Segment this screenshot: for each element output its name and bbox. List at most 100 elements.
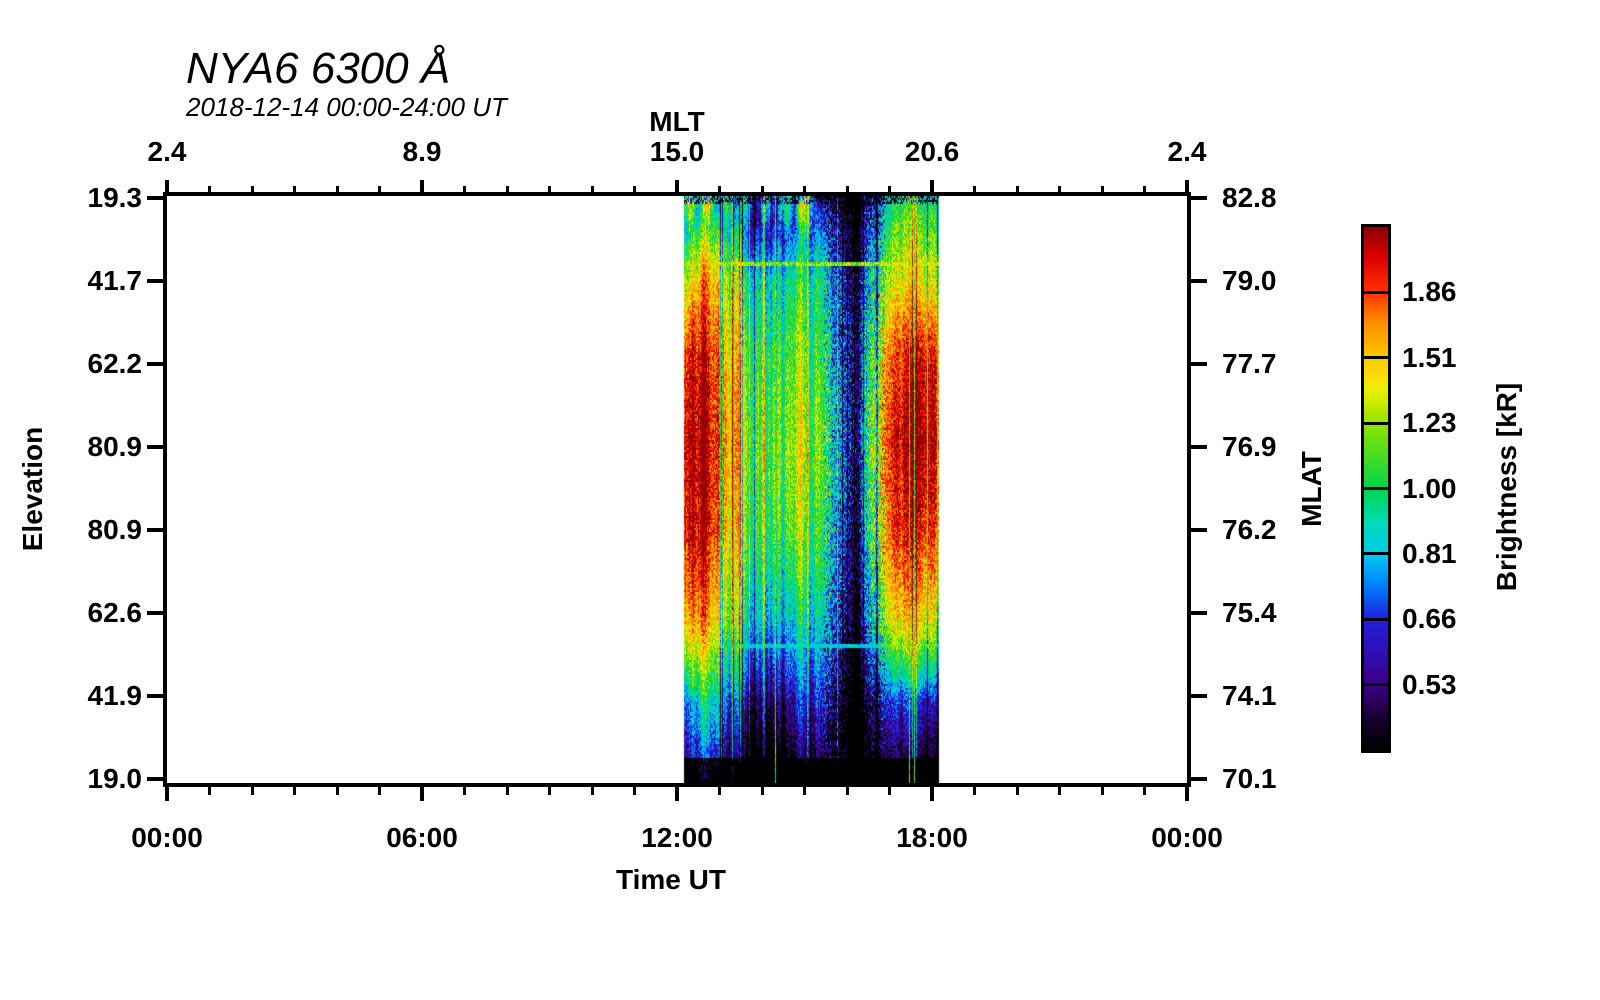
top-axis-minor-tick xyxy=(505,186,509,194)
bottom-axis-minor-tick xyxy=(463,785,466,795)
bottom-axis-major-tick xyxy=(420,785,424,801)
left-axis-tick xyxy=(147,362,165,366)
colorbar-tick-label: 1.00 xyxy=(1402,472,1457,504)
top-axis-minor-tick xyxy=(208,186,211,194)
bottom-axis-tick-label: 00:00 xyxy=(131,822,203,853)
left-axis-tick-label: 19.0 xyxy=(87,763,143,794)
bottom-axis-minor-tick xyxy=(803,785,806,795)
bottom-axis-minor-tick xyxy=(335,785,339,795)
bottom-axis-major-tick xyxy=(675,785,679,801)
bottom-axis-minor-tick xyxy=(1100,785,1104,795)
right-axis-tick xyxy=(1189,279,1207,283)
top-axis-major-tick xyxy=(930,180,934,194)
colorbar-divider xyxy=(1364,552,1388,556)
top-axis-minor-tick xyxy=(293,186,296,194)
top-axis-minor-tick xyxy=(463,186,466,194)
top-axis-minor-tick xyxy=(803,186,806,194)
right-axis-tick-label: 74.1 xyxy=(1222,680,1277,711)
bottom-axis-major-tick xyxy=(165,785,169,801)
top-axis-minor-tick xyxy=(1058,186,1061,194)
bottom-axis-minor-tick xyxy=(548,785,551,795)
right-axis-tick xyxy=(1189,196,1207,200)
left-axis-tick xyxy=(147,279,165,283)
top-axis-minor-tick xyxy=(378,186,381,194)
bottom-axis-minor-tick xyxy=(1015,785,1019,795)
top-axis-minor-tick xyxy=(1143,186,1146,194)
right-axis-tick-label: 77.7 xyxy=(1222,348,1277,379)
bottom-axis-major-tick xyxy=(1185,785,1189,801)
left-axis-tick-label: 41.9 xyxy=(87,680,143,711)
top-axis-minor-tick xyxy=(548,186,551,194)
bottom-axis-minor-tick xyxy=(590,785,594,795)
bottom-axis-minor-tick xyxy=(633,785,636,795)
top-axis-minor-tick xyxy=(888,186,891,194)
left-axis-tick xyxy=(147,196,165,200)
right-axis-tick-label: 75.4 xyxy=(1222,597,1277,628)
right-axis-tick-label: 76.2 xyxy=(1222,514,1277,545)
left-axis-tick xyxy=(147,611,165,615)
colorbar-divider xyxy=(1364,290,1388,294)
top-axis-tick-label: 8.9 xyxy=(402,136,442,167)
colorbar-tick-label: 1.23 xyxy=(1402,407,1457,439)
bottom-axis-tick-label: 12:00 xyxy=(641,822,713,853)
left-axis-tick-label: 62.6 xyxy=(87,597,143,628)
colorbar-tick-label: 1.86 xyxy=(1402,276,1457,308)
top-axis-tick-label: 15.0 xyxy=(649,136,705,167)
right-axis-tick xyxy=(1189,777,1207,781)
top-axis-minor-tick xyxy=(590,186,594,194)
left-axis-tick xyxy=(147,445,165,449)
top-axis-minor-tick xyxy=(845,186,849,194)
top-axis-minor-tick xyxy=(1015,186,1019,194)
left-axis-tick-label: 80.9 xyxy=(87,431,143,462)
top-axis-minor-tick xyxy=(973,186,976,194)
bottom-axis-minor-tick xyxy=(378,785,381,795)
bottom-axis-minor-tick xyxy=(505,785,509,795)
right-axis-tick-label: 82.8 xyxy=(1222,182,1277,213)
right-axis-tick xyxy=(1189,362,1207,366)
bottom-axis-major-tick xyxy=(930,785,934,801)
top-axis-tick-label: 2.4 xyxy=(1167,136,1207,167)
top-axis-minor-tick xyxy=(335,186,339,194)
top-axis-minor-tick xyxy=(760,186,764,194)
top-axis-major-tick xyxy=(420,180,424,194)
bottom-axis-minor-tick xyxy=(1058,785,1061,795)
top-axis-minor-tick xyxy=(718,186,721,194)
colorbar-tick-label: 0.66 xyxy=(1402,603,1457,635)
plot-title: NYA6 6300 Å xyxy=(186,44,451,93)
bottom-axis-minor-tick xyxy=(888,785,891,795)
colorbar-divider xyxy=(1364,356,1388,360)
right-axis-tick xyxy=(1189,694,1207,698)
left-axis-tick-label: 80.9 xyxy=(87,514,143,545)
bottom-axis-tick-label: 18:00 xyxy=(896,822,968,853)
bottom-axis-tick-label: 06:00 xyxy=(386,822,458,853)
bottom-axis-minor-tick xyxy=(845,785,849,795)
colorbar-tick-label: 0.53 xyxy=(1402,668,1457,700)
top-axis-title: MLT xyxy=(649,106,705,137)
right-axis-tick-label: 70.1 xyxy=(1222,763,1277,794)
bottom-axis-minor-tick xyxy=(760,785,764,795)
bottom-axis-title: Time UT xyxy=(616,864,726,895)
colorbar-tick-label: 1.51 xyxy=(1402,341,1457,373)
bottom-axis-minor-tick xyxy=(718,785,721,795)
plot-subtitle: 2018-12-14 00:00-24:00 UT xyxy=(186,92,507,122)
left-axis-tick xyxy=(147,528,165,532)
left-axis-tick xyxy=(147,694,165,698)
top-axis-tick-label: 20.6 xyxy=(904,136,960,167)
bottom-axis-minor-tick xyxy=(250,785,254,795)
colorbar-divider xyxy=(1364,421,1388,425)
right-axis-tick xyxy=(1189,528,1207,532)
top-axis-major-tick xyxy=(165,180,169,194)
top-axis-minor-tick xyxy=(1100,186,1104,194)
top-axis-minor-tick xyxy=(633,186,636,194)
top-axis-major-tick xyxy=(675,180,679,194)
right-axis-tick-label: 79.0 xyxy=(1222,265,1277,296)
bottom-axis-minor-tick xyxy=(208,785,211,795)
left-axis-tick xyxy=(147,777,165,781)
right-axis-tick xyxy=(1189,611,1207,615)
right-axis-tick-label: 76.9 xyxy=(1222,431,1277,462)
bottom-axis-tick-label: 00:00 xyxy=(1151,822,1223,853)
colorbar-divider xyxy=(1364,683,1388,687)
top-axis-major-tick xyxy=(1185,180,1189,194)
colorbar-tick-label: 0.81 xyxy=(1402,537,1457,569)
